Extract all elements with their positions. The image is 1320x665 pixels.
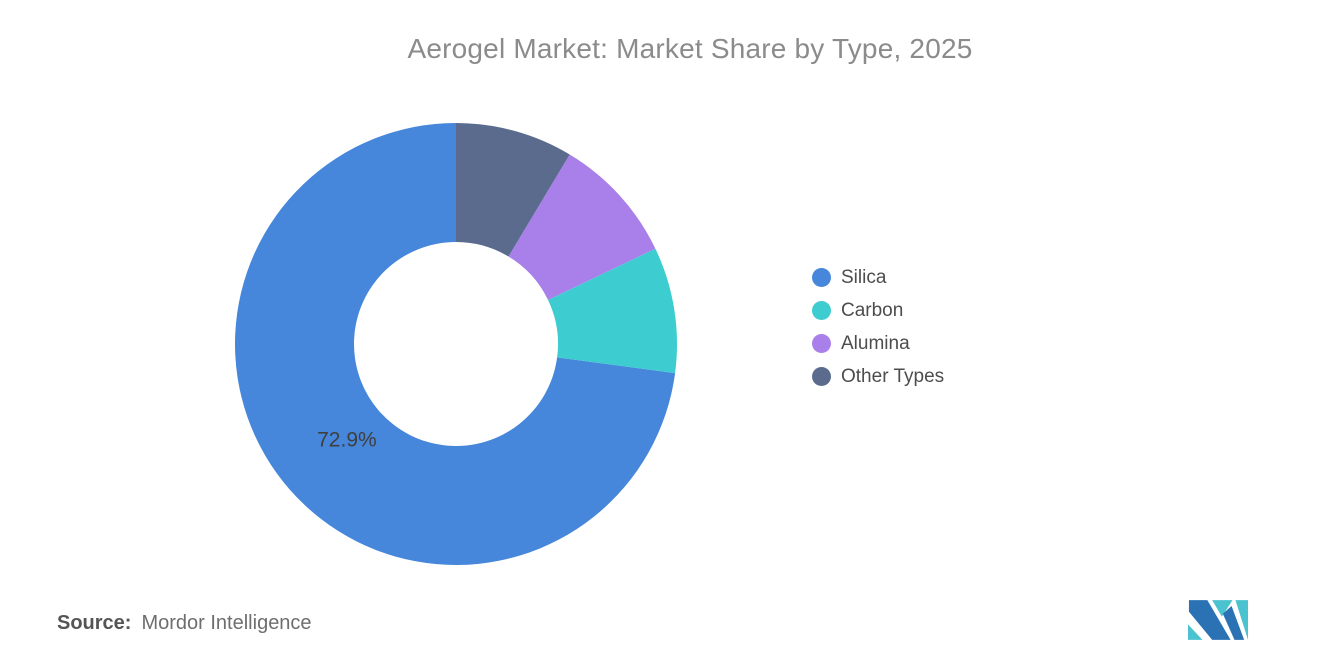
logo-shape-blue-right xyxy=(1222,605,1245,640)
legend-label: Silica xyxy=(841,266,887,288)
legend-label: Alumina xyxy=(841,332,910,354)
source-value: Mordor Intelligence xyxy=(141,612,312,634)
legend-marker-carbon xyxy=(812,301,831,320)
donut-segment-silica[interactable] xyxy=(235,123,676,565)
logo-shape-teal-mid xyxy=(1212,600,1233,617)
slice-data-label: 72.9% xyxy=(317,429,377,452)
legend-label: Other Types xyxy=(841,365,945,387)
legend-item-carbon[interactable]: Carbon xyxy=(812,294,944,327)
logo-shape-teal-right xyxy=(1235,600,1249,640)
legend-item-other-types[interactable]: Other Types xyxy=(812,360,944,393)
legend-marker-other-types xyxy=(812,367,831,386)
legend-marker-alumina xyxy=(812,334,831,353)
logo-shape-teal-left xyxy=(1187,624,1203,640)
mordor-intelligence-logo xyxy=(1187,600,1249,640)
legend-item-alumina[interactable]: Alumina xyxy=(812,327,944,360)
chart-legend: Silica Carbon Alumina Other Types xyxy=(812,261,944,393)
legend-label: Carbon xyxy=(841,299,904,321)
source-label: Source: xyxy=(57,612,132,634)
donut-segment-alumina[interactable] xyxy=(508,154,656,300)
chart-title: Aerogel Market: Market Share by Type, 20… xyxy=(407,33,973,64)
legend-marker-silica xyxy=(812,268,831,287)
donut-segment-carbon[interactable] xyxy=(548,248,678,374)
legend-item-silica[interactable]: Silica xyxy=(812,261,944,294)
logo-shape-blue-main xyxy=(1188,600,1231,640)
source-line: Source: Mordor Intelligence xyxy=(57,612,312,635)
donut-segment-other-types[interactable] xyxy=(456,123,570,257)
